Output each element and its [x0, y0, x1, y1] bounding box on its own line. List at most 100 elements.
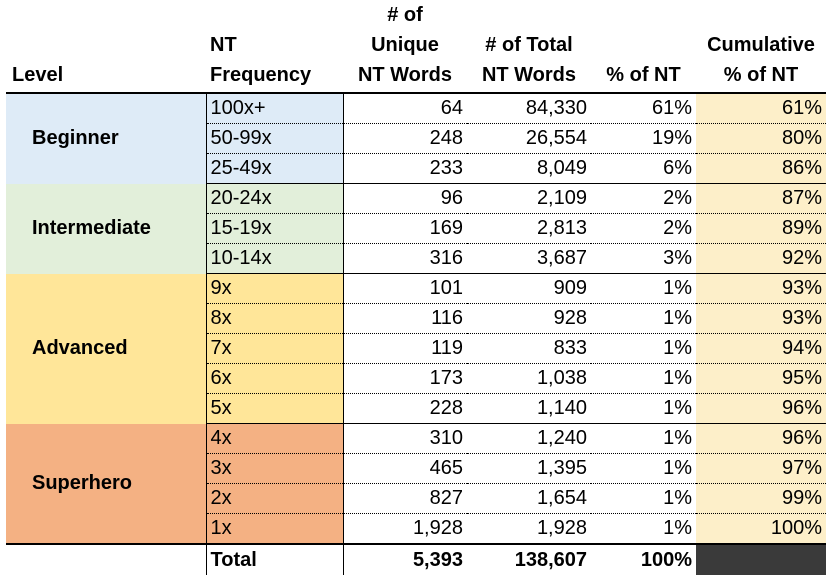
- percent-cell: 19%: [591, 123, 696, 154]
- total-words-cell: 1,038: [467, 363, 591, 394]
- table-row: Superhero 4x 310 1,240 1% 96%: [6, 423, 826, 544]
- table-row: 5x 228 1,140 1% 96%: [6, 393, 826, 424]
- percent-cell: 2%: [591, 183, 696, 214]
- cumulative-cell: 94%: [696, 333, 826, 364]
- percent-cell: 6%: [591, 153, 696, 184]
- frequency-cell: 1x: [206, 513, 344, 545]
- frequency-cell: 8x: [206, 303, 344, 334]
- cumulative-cell: 96%: [696, 393, 826, 424]
- total-cumulative-blank: [696, 543, 826, 575]
- cumulative-cell: 100%: [696, 513, 826, 545]
- frequency-cell: 100x+: [206, 93, 344, 124]
- frequency-cell: 20-24x: [206, 183, 344, 214]
- total-words-cell: 833: [467, 333, 591, 364]
- total-words: 138,607: [467, 543, 591, 575]
- unique-words-cell: 116: [343, 303, 467, 334]
- cumulative-cell: 80%: [696, 123, 826, 154]
- frequency-cell: 10-14x: [206, 243, 344, 274]
- percent-cell: 1%: [591, 273, 696, 304]
- frequency-cell: 15-19x: [206, 213, 344, 244]
- cumulative-cell: 99%: [696, 483, 826, 514]
- total-words-cell: 928: [467, 303, 591, 334]
- total-percent: 100%: [591, 543, 696, 575]
- total-words-cell: 1,928: [467, 513, 591, 545]
- frequency-cell: 7x: [206, 333, 344, 364]
- percent-cell: 1%: [591, 393, 696, 424]
- table-row: 6x 173 1,038 1% 95%: [6, 363, 826, 394]
- frequency-table: Level NT Frequency # of Unique NT Words # o…: [6, 0, 826, 575]
- unique-words-cell: 101: [343, 273, 467, 304]
- header-unique-words: # of Unique NT Words: [343, 0, 467, 94]
- unique-words-cell: 228: [343, 393, 467, 424]
- frequency-cell: 9x: [206, 273, 344, 304]
- percent-cell: 61%: [591, 93, 696, 124]
- unique-words-cell: 1,928: [343, 513, 467, 545]
- table-row: 15-19x 169 2,813 2% 89%: [6, 213, 826, 244]
- header-total-words: # of Total NT Words: [467, 0, 591, 94]
- header-percent: % of NT: [591, 0, 696, 94]
- header-level: Level: [6, 0, 206, 94]
- unique-words-cell: 64: [343, 93, 467, 124]
- total-words-cell: 1,140: [467, 393, 591, 424]
- table-row: Beginner 100x+ 64 84,330 61% 61%: [6, 93, 826, 184]
- table-row: Intermediate 20-24x 96 2,109 2% 87%: [6, 183, 826, 274]
- total-words-cell: 1,654: [467, 483, 591, 514]
- percent-cell: 1%: [591, 303, 696, 334]
- total-words-cell: 2,109: [467, 183, 591, 214]
- unique-words-cell: 316: [343, 243, 467, 274]
- unique-words-cell: 248: [343, 123, 467, 154]
- unique-words-cell: 465: [343, 453, 467, 484]
- unique-words-cell: 310: [343, 423, 467, 454]
- total-words-cell: 2,813: [467, 213, 591, 244]
- table-row: Advanced 9x 101 909 1% 93%: [6, 273, 826, 424]
- total-words-cell: 26,554: [467, 123, 591, 154]
- frequency-cell: 6x: [206, 363, 344, 394]
- percent-cell: 1%: [591, 333, 696, 364]
- cumulative-cell: 86%: [696, 153, 826, 184]
- table-row: 3x 465 1,395 1% 97%: [6, 453, 826, 484]
- unique-words-cell: 827: [343, 483, 467, 514]
- header-row: Level NT Frequency # of Unique NT Words # o…: [6, 0, 826, 94]
- level-cell: Advanced: [6, 273, 207, 424]
- total-words-cell: 909: [467, 273, 591, 304]
- cumulative-cell: 87%: [696, 183, 826, 214]
- cumulative-cell: 93%: [696, 273, 826, 304]
- percent-cell: 3%: [591, 243, 696, 274]
- unique-words-cell: 119: [343, 333, 467, 364]
- total-words-cell: 1,395: [467, 453, 591, 484]
- total-words-cell: 8,049: [467, 153, 591, 184]
- level-cell: Superhero: [6, 423, 207, 544]
- percent-cell: 1%: [591, 513, 696, 545]
- unique-words-cell: 173: [343, 363, 467, 394]
- cumulative-cell: 61%: [696, 93, 826, 124]
- frequency-cell: 25-49x: [206, 153, 344, 184]
- table-body: Beginner 100x+ 64 84,330 61% 61% 50-99x 248 26,5…: [6, 93, 826, 545]
- percent-cell: 1%: [591, 453, 696, 484]
- total-words-cell: 84,330: [467, 93, 591, 124]
- cumulative-cell: 95%: [696, 363, 826, 394]
- table-row: 2x 827 1,654 1% 99%: [6, 483, 826, 514]
- table-row: 7x 119 833 1% 94%: [6, 333, 826, 364]
- frequency-cell: 3x: [206, 453, 344, 484]
- level-cell: Intermediate: [6, 183, 207, 274]
- percent-cell: 1%: [591, 423, 696, 454]
- header-frequency: NT Frequency: [206, 0, 343, 94]
- cumulative-cell: 93%: [696, 303, 826, 334]
- total-blank: [6, 543, 207, 575]
- cumulative-cell: 97%: [696, 453, 826, 484]
- frequency-cell: 4x: [206, 423, 344, 454]
- cumulative-cell: 89%: [696, 213, 826, 244]
- unique-words-cell: 233: [343, 153, 467, 184]
- header-cumulative: Cumulative% of NT: [696, 0, 826, 94]
- total-label: Total: [206, 543, 344, 575]
- percent-cell: 1%: [591, 363, 696, 394]
- frequency-cell: 50-99x: [206, 123, 344, 154]
- total-words-cell: 3,687: [467, 243, 591, 274]
- percent-cell: 2%: [591, 213, 696, 244]
- unique-words-cell: 169: [343, 213, 467, 244]
- cumulative-cell: 96%: [696, 423, 826, 454]
- frequency-cell: 5x: [206, 393, 344, 424]
- frequency-cell: 2x: [206, 483, 344, 514]
- table-row: 8x 116 928 1% 93%: [6, 303, 826, 334]
- total-row: Total 5,393 138,607 100%: [6, 543, 826, 575]
